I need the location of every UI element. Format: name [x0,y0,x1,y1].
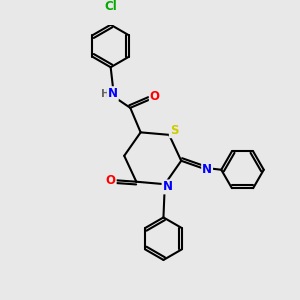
Text: N: N [108,87,118,100]
Text: H: H [101,89,110,99]
Text: N: N [163,180,172,194]
Text: S: S [170,124,178,137]
Text: Cl: Cl [104,0,117,13]
Text: O: O [106,174,116,187]
Text: N: N [202,163,212,176]
Text: O: O [150,90,160,104]
